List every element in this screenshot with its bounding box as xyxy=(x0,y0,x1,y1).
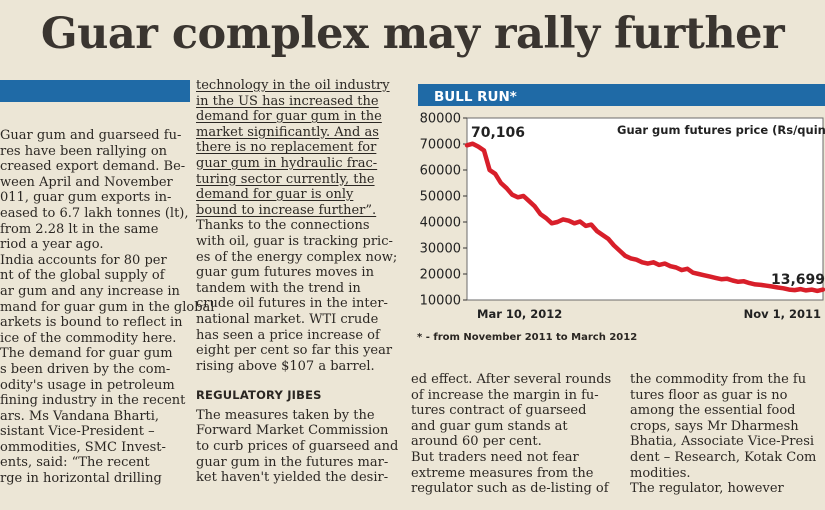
col2a-line: in the US has increased the xyxy=(196,93,379,109)
x-end-label: Nov 1, 2011 xyxy=(744,307,821,321)
col2a-line: national market. WTI crude xyxy=(196,311,379,327)
col2b-line: Forward Market Commission xyxy=(196,423,389,439)
col2a-line: rising above $107 a barrel. xyxy=(196,358,375,374)
col1-line: ents, said: “The recent xyxy=(0,455,150,471)
price-series-line xyxy=(464,141,825,294)
col2a-line: guar gum futures moves in xyxy=(196,265,374,281)
col1-line: Guar gum and guarseed fu- xyxy=(0,128,182,143)
col4-line: crops, says Mr Dharmesh xyxy=(630,418,799,434)
col4-line: tures floor as guar is no xyxy=(630,387,788,403)
col4-line: The regulator, however xyxy=(630,481,784,497)
col1-line: ommodities, SMC Invest- xyxy=(0,439,166,455)
col2a-line: es of the energy complex now; xyxy=(196,249,398,265)
col1-line: ice of the commodity here. xyxy=(0,330,177,346)
col1-line: ars. Ms Vandana Bharti, xyxy=(0,408,160,424)
col2a-line: turing sector currently, the xyxy=(196,171,375,187)
regulatory-jibes-subhead: REGULATORY JIBES xyxy=(196,388,322,403)
col4-line: among the essential food xyxy=(630,403,796,419)
column-2-bottom-text: The measures taken by the Forward Market … xyxy=(196,408,398,486)
chart-header-bar: BULL RUN* xyxy=(418,84,825,106)
column-2-top-text: technology in the oil industry in the US … xyxy=(196,78,398,374)
y-tick-label: 80000 xyxy=(420,112,461,127)
col1-line: creased export demand. Be- xyxy=(0,159,186,175)
col2b-line: guar gum in the futures mar- xyxy=(196,454,389,470)
end-value-label: 13,699 xyxy=(771,272,825,288)
col3-line: But traders need not fear xyxy=(411,449,579,465)
chart-footnote: * - from November 2011 to March 2012 xyxy=(417,332,638,343)
price-chart: 80000 70000 60000 50000 40000 30000 20000 10000… xyxy=(420,112,825,321)
col1-line: India accounts for 80 per xyxy=(0,252,167,268)
col2a-line: guar gum in hydraulic frac- xyxy=(196,155,378,171)
col2b-line: to curb prices of guarseed and xyxy=(196,439,399,455)
y-tick-label: 30000 xyxy=(420,242,461,257)
col1-line: ar gum and any increase in xyxy=(0,283,180,299)
col2b-line: The measures taken by the xyxy=(196,407,375,423)
col4-line: the commodity from the fu xyxy=(630,372,807,387)
col2b-line: ket haven't yielded the desir- xyxy=(196,470,389,486)
col1-line: arkets is bound to reflect in xyxy=(0,315,183,331)
col2a-line: has seen a price increase of xyxy=(196,327,380,343)
y-tick-label: 50000 xyxy=(420,190,461,205)
col1-line: The demand for guar gum xyxy=(0,346,173,362)
col3-line: regulator such as de-listing of xyxy=(411,481,609,497)
x-start-label: Mar 10, 2012 xyxy=(477,307,562,321)
col3-line: extreme measures from the xyxy=(411,465,594,481)
col1-line: riod a year ago. xyxy=(0,237,104,253)
chart-box: BULL RUN* 80000 70000 60000 50000 40000 30000… xyxy=(405,82,825,362)
col1-line: eased to 6.7 lakh tonnes (lt), xyxy=(0,205,189,221)
col1-line: from 2.28 lt in the same xyxy=(0,221,159,237)
col3-line: and guar gum stands at xyxy=(411,418,568,434)
col2a-line: tandem with the trend in xyxy=(196,280,361,296)
col3-line: tures contract of guarseed xyxy=(411,403,587,419)
col1-line: rge in horizontal drilling xyxy=(0,471,162,487)
col4-line: Bhatia, Associate Vice-Presi xyxy=(630,434,815,450)
col1-line: sistant Vice-President – xyxy=(0,424,155,440)
col2a-line: there is no replacement for xyxy=(196,140,377,156)
y-tick-label: 60000 xyxy=(420,164,461,179)
col1-line: mand for guar gum in the global xyxy=(0,299,215,315)
col2a-line: bound to increase further”. xyxy=(196,202,377,218)
col2a-line: demand for guar is only xyxy=(196,187,354,203)
start-value-label: 70,106 xyxy=(471,125,525,141)
col4-line: modities. xyxy=(630,465,691,481)
col1-line: res have been rallying on xyxy=(0,143,168,159)
col4-line: dent – Research, Kotak Com xyxy=(630,449,817,465)
col3-line: around 60 per cent. xyxy=(411,434,542,450)
article-column-1: Guar gum and guarseed fu-res have been r… xyxy=(0,128,215,487)
article-column-2: technology in the oil industry in the US … xyxy=(196,78,398,486)
col3-line: ed effect. After several rounds xyxy=(411,372,612,387)
col2a-line: crude oil futures in the inter- xyxy=(196,296,388,312)
col2a-line: with oil, guar is tracking pric- xyxy=(196,233,393,249)
article-column-4: the commodity from the fu tures floor as … xyxy=(630,372,825,497)
col3-line: of increase the margin in fu- xyxy=(411,387,599,403)
col2a-line: demand for guar gum in the xyxy=(196,109,382,125)
y-tick-label: 20000 xyxy=(420,268,461,283)
headline: Guar complex may rally further xyxy=(40,9,785,59)
col2a-line: eight per cent so far this year xyxy=(196,343,393,359)
col2a-line: Thanks to the connections xyxy=(196,218,370,234)
y-tick-label: 40000 xyxy=(420,216,461,231)
col2a-line: market significantly. And as xyxy=(196,124,379,140)
col1-line: s been driven by the com- xyxy=(0,361,171,377)
y-tick-label: 70000 xyxy=(420,138,461,153)
col2a-line: technology in the oil industry xyxy=(196,78,390,93)
plot-area xyxy=(466,117,824,301)
col1-line: 011, guar gum exports in- xyxy=(0,190,172,206)
chart-title: Guar gum futures price (Rs/quintal) xyxy=(617,123,825,137)
section-bar xyxy=(0,80,190,102)
col1-line: ween April and November xyxy=(0,174,173,190)
col1-line: odity's usage in petroleum xyxy=(0,377,175,393)
col1-line: fining industry in the recent xyxy=(0,393,186,409)
col1-line: nt of the global supply of xyxy=(0,268,165,284)
chart-box-title: BULL RUN* xyxy=(434,89,517,105)
y-tick-label: 10000 xyxy=(420,294,461,309)
article-column-3: ed effect. After several rounds of increa… xyxy=(411,372,621,497)
